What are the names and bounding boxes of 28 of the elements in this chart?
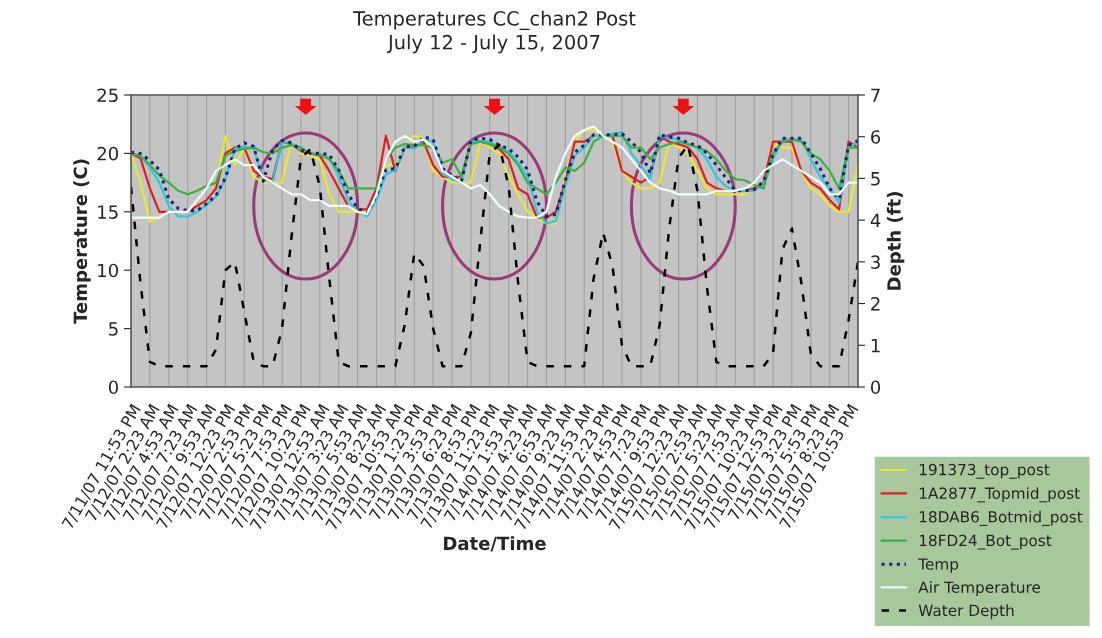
chart-title: Temperatures CC_chan2 Post <box>353 10 636 31</box>
y-tick-label: 20 <box>97 146 118 161</box>
legend-label: Water Depth <box>918 604 1014 620</box>
y2-tick-label: 3 <box>871 255 880 269</box>
y2-tick-label: 0 <box>871 380 881 395</box>
legend-label: Air Temperature <box>918 581 1041 596</box>
y2-tick-label: 2 <box>871 297 880 311</box>
legend-label: 18DAB6_Botmid_post <box>919 510 1083 526</box>
line-series <box>131 134 858 196</box>
legend-label: 1A2877_Topmid_post <box>919 487 1080 503</box>
y2-tick-label: 7 <box>871 88 880 102</box>
y-tick-label: 0 <box>108 380 118 395</box>
y2-tick-label: 5 <box>871 172 880 186</box>
y2-tick-label: 1 <box>871 338 880 353</box>
y-tick-label: 10 <box>98 263 118 278</box>
y-tick-label: 5 <box>109 322 118 336</box>
y2-tick-label: 4 <box>870 213 881 227</box>
line-series <box>131 143 858 368</box>
y2-tick-label: 6 <box>871 130 881 144</box>
legend-label: Temp <box>918 558 959 573</box>
x-axis-title: Date/Time <box>444 536 546 552</box>
y-axis-title: Temperature (C) <box>73 159 91 324</box>
y-tick-label: 25 <box>97 88 118 103</box>
chart-subtitle: July 12 - July 15, 2007 <box>386 34 600 54</box>
legend-label: 191373_top_post <box>919 463 1050 479</box>
y2-axis-title: Depth (ft) <box>886 192 905 290</box>
y-tick-label: 15 <box>98 205 118 219</box>
legend-label: 18FD24_Bot_post <box>919 534 1052 550</box>
